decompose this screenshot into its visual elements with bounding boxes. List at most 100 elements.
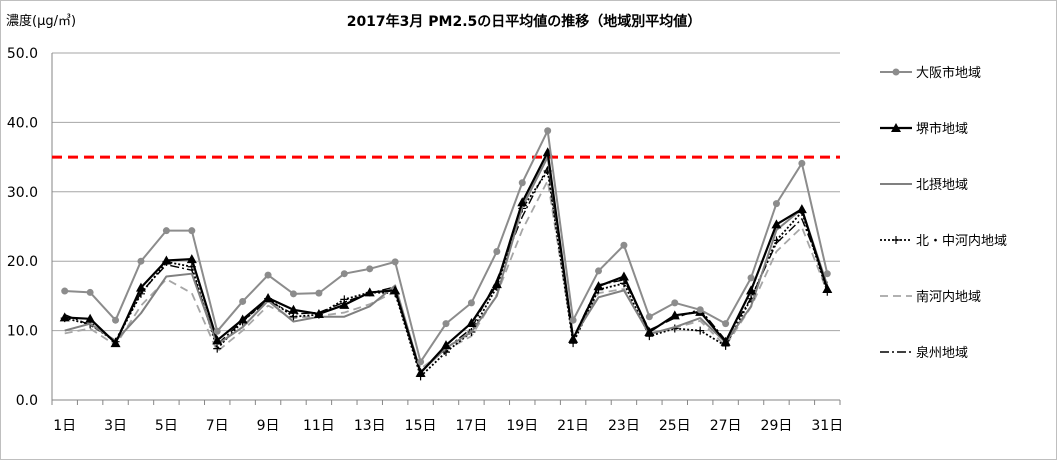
data-point (517, 197, 528, 207)
data-point (772, 200, 780, 208)
data-point (212, 335, 223, 345)
x-tick-label: 29日 (761, 418, 793, 434)
series-line (64, 151, 829, 375)
y-tick-label: 20.0 (7, 254, 38, 270)
data-point (188, 227, 196, 235)
data-point (891, 123, 901, 132)
data-point (391, 258, 399, 266)
legend-label: 泉州地域 (916, 345, 968, 361)
data-point (644, 326, 655, 336)
data-point (289, 312, 298, 321)
data-point (442, 320, 450, 328)
data-point (618, 271, 629, 281)
data-point (415, 367, 426, 377)
data-point (86, 288, 94, 296)
data-point (366, 265, 374, 273)
data-point (59, 312, 70, 322)
series-1 (61, 127, 831, 366)
legend-item-3: 北摂地域 (880, 177, 968, 193)
data-point (493, 247, 501, 255)
x-tick-label: 21日 (557, 418, 589, 434)
x-tick-label: 17日 (456, 418, 488, 434)
data-point (186, 254, 197, 264)
data-point (747, 274, 755, 282)
data-point (315, 289, 323, 297)
y-tick-label: 40.0 (7, 115, 38, 131)
data-point (892, 236, 900, 244)
data-point (696, 306, 704, 314)
legend-label: 堺市地域 (916, 121, 968, 137)
data-point (162, 227, 170, 235)
data-point (771, 219, 782, 229)
data-point (822, 283, 833, 293)
data-point (417, 358, 425, 366)
data-point (441, 340, 451, 350)
legend-label: 大阪市地域 (916, 65, 981, 81)
data-point (892, 68, 900, 76)
x-tick-label: 5日 (155, 418, 178, 434)
x-tick-label: 11日 (303, 418, 335, 434)
y-tick-label: 30.0 (7, 185, 38, 201)
data-point (313, 308, 324, 318)
y-tick-label: 10.0 (7, 324, 38, 340)
legend-item-1: 大阪市地域 (880, 65, 981, 81)
x-tick-label: 9日 (257, 418, 280, 434)
data-point (720, 336, 731, 346)
data-point (544, 127, 552, 135)
data-point (645, 313, 653, 321)
y-tick-label: 50.0 (7, 46, 38, 62)
axes: 0.0 10.0 20.0 30.0 40.0 50.0 1日 3日 5日 7日 9日 11日 13日 1… (7, 46, 843, 434)
y-axis-label: 濃度(μg/㎥) (6, 13, 76, 29)
data-point (264, 271, 272, 279)
data-point (237, 314, 248, 324)
x-tick-label: 3日 (104, 418, 127, 434)
data-point (568, 333, 579, 343)
data-point (390, 285, 401, 295)
legend-item-2: 堺市地域 (880, 121, 968, 137)
data-point (569, 316, 577, 324)
data-point (466, 317, 477, 327)
data-point (263, 292, 274, 302)
data-point (442, 348, 450, 357)
x-tick-label: 1日 (53, 418, 76, 434)
data-point (364, 287, 375, 297)
data-point (671, 299, 679, 307)
data-point (798, 159, 806, 167)
data-point (110, 338, 121, 348)
data-point (467, 299, 475, 307)
data-point (340, 270, 348, 278)
data-point (746, 285, 757, 295)
data-point (491, 279, 502, 289)
legend-label: 北・中河内地域 (916, 233, 1007, 249)
x-tick-label: 25日 (659, 418, 691, 434)
x-tick-label: 13日 (354, 418, 386, 434)
data-point (85, 313, 96, 323)
data-point (696, 326, 705, 335)
legend-item-5: 南河内地域 (880, 289, 981, 305)
series-group (59, 127, 833, 381)
series-2 (59, 147, 833, 377)
data-point (288, 304, 299, 314)
data-point (518, 179, 526, 187)
data-point (112, 316, 120, 324)
data-point (213, 327, 221, 335)
x-tick-label: 23日 (608, 418, 640, 434)
x-tick-label: 7日 (206, 418, 229, 434)
y-tick-label: 0.0 (16, 393, 38, 409)
data-point (595, 267, 603, 275)
data-point (593, 281, 604, 291)
data-point (289, 290, 297, 298)
gridlines (52, 52, 840, 332)
data-point (213, 344, 222, 353)
legend-label: 北摂地域 (916, 177, 968, 193)
data-point (722, 320, 730, 328)
legend-item-4: 北・中河内地域 (880, 233, 1007, 249)
x-tick-label: 15日 (405, 418, 437, 434)
data-point (61, 287, 69, 295)
x-tick-label: 27日 (710, 418, 742, 434)
data-point (823, 270, 831, 278)
chart-title: 2017年3月 PM2.5の日平均値の推移（地域別平均値） (347, 13, 702, 30)
data-point (135, 282, 146, 292)
